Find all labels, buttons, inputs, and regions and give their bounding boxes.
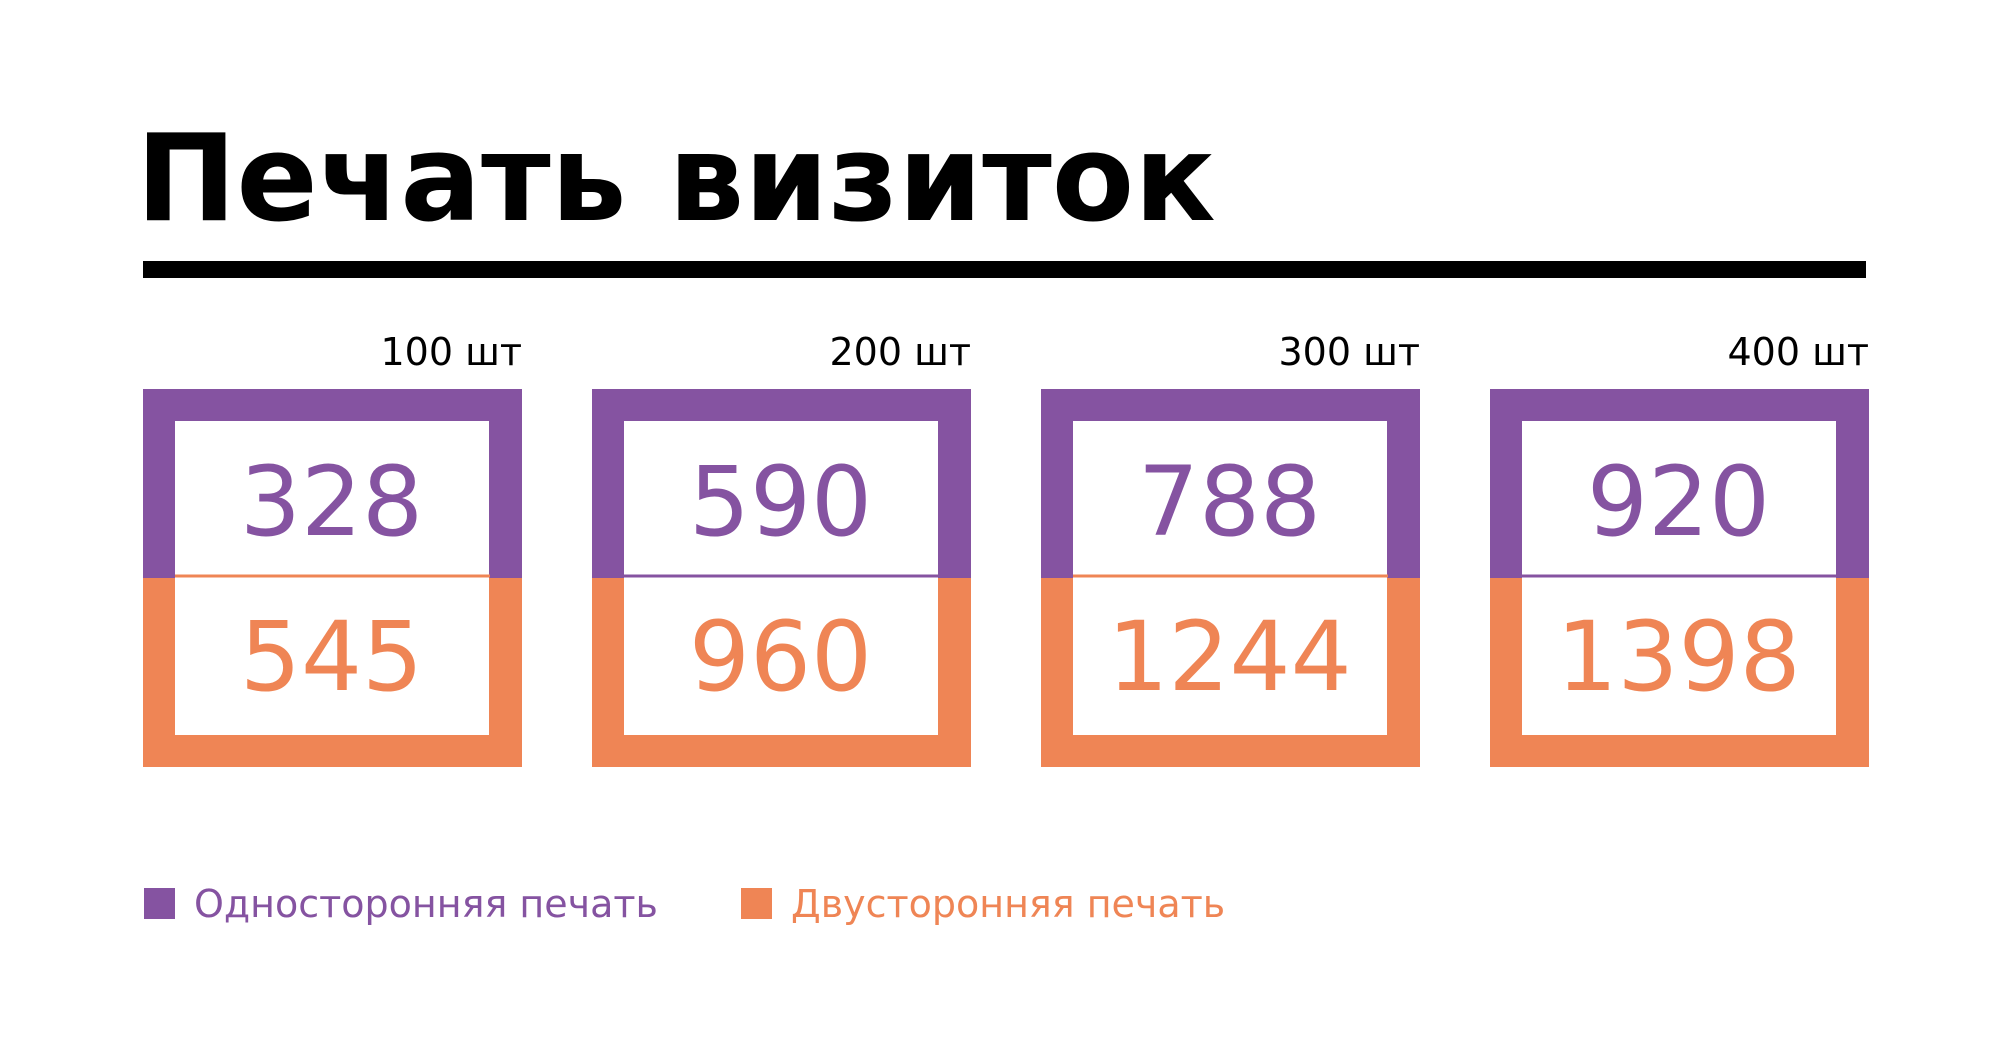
card-inner — [1073, 421, 1387, 735]
card-inner — [624, 421, 938, 735]
double-price: 545 — [240, 601, 423, 713]
legend-label: Двусторонняя печать — [791, 882, 1225, 926]
double-price: 1398 — [1556, 601, 1800, 713]
title-rule — [143, 261, 1866, 278]
quantity-label: 400 шт — [1727, 330, 1869, 374]
legend-swatch — [144, 888, 175, 919]
single-price: 590 — [689, 446, 872, 558]
double-price: 1244 — [1107, 601, 1351, 713]
legend-swatch — [741, 888, 772, 919]
double-price: 960 — [689, 601, 872, 713]
single-price: 788 — [1138, 446, 1321, 558]
quantity-label: 300 шт — [1278, 330, 1420, 374]
quantity-label: 100 шт — [380, 330, 522, 374]
single-price: 920 — [1587, 446, 1770, 558]
card-inner — [175, 421, 489, 735]
title: Печать визиток — [136, 110, 1216, 249]
legend-label: Односторонняя печать — [194, 882, 658, 926]
card-inner — [1522, 421, 1836, 735]
single-price: 328 — [240, 446, 423, 558]
quantity-label: 200 шт — [829, 330, 971, 374]
